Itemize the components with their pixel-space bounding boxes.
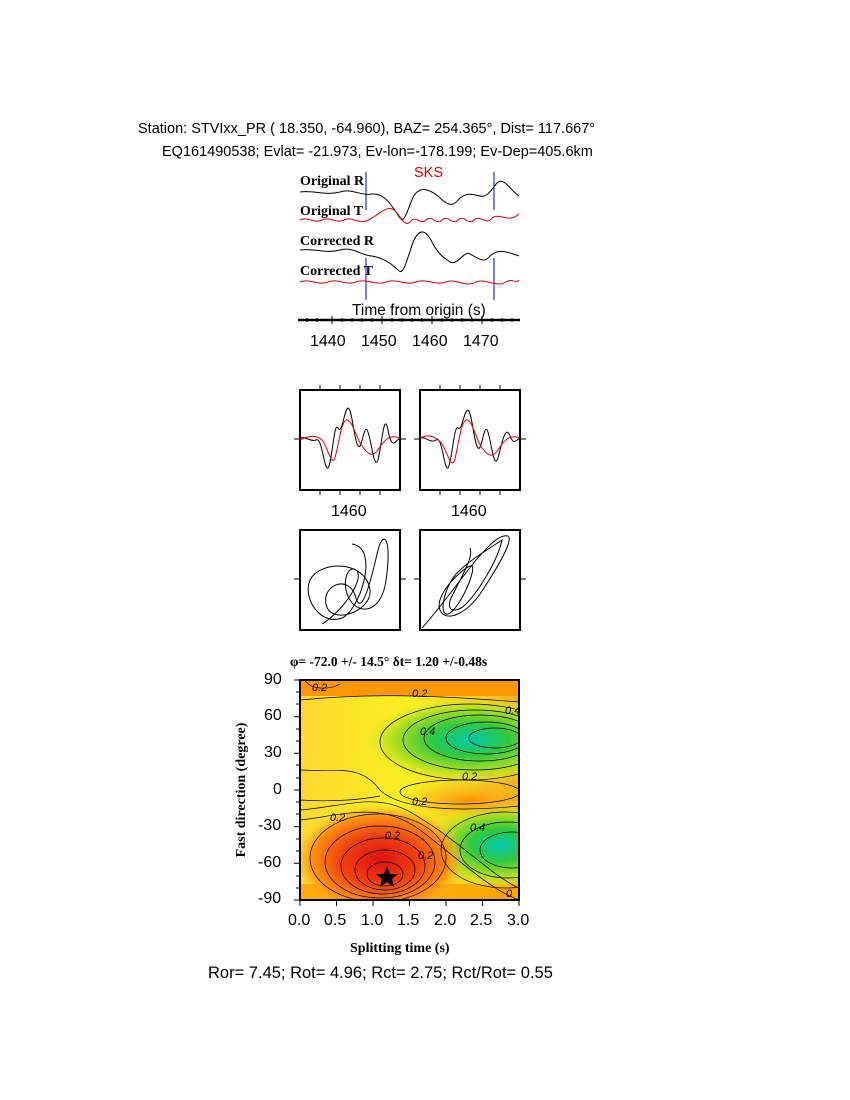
xtick-3.0: 3.0 — [507, 912, 530, 929]
event-info: EQ161490538; Evlat= -21.973, Ev-lon=-178… — [162, 144, 593, 160]
grid-search-ylabel: Fast direction (degree) — [234, 722, 249, 858]
ytick-minus60: -60 — [258, 854, 282, 871]
label-original-t: Original T — [300, 204, 364, 219]
contour-label: 0 — [506, 888, 513, 900]
contour-label: 0.2 — [312, 682, 328, 694]
waveform-left-tick: 1460 — [331, 503, 367, 520]
grid-search-map — [294, 679, 520, 906]
xtick-1.0: 1.0 — [361, 912, 384, 929]
particle-motion-left — [307, 538, 389, 625]
trace-corrected-r — [299, 231, 520, 273]
contour-label: 0.2 — [462, 771, 478, 783]
ytick-30: 30 — [264, 744, 282, 761]
label-original-r: Original R — [300, 174, 365, 189]
ytick-0: 0 — [273, 781, 282, 798]
trace-panel — [298, 172, 520, 324]
particle-panel-right — [414, 529, 526, 631]
contour-label: 0.4 — [420, 726, 436, 738]
ytick-minus30: -30 — [258, 817, 282, 834]
grid-search-title: φ= -72.0 +/- 14.5° δt= 1.20 +/-0.48s — [290, 654, 488, 669]
xtick-2.5: 2.5 — [470, 912, 493, 929]
trace-corrected-t — [299, 279, 520, 285]
contour-label: 0.2 — [385, 830, 401, 842]
contour-label: 0.2 — [418, 850, 434, 862]
xtick-1.5: 1.5 — [397, 912, 420, 929]
waveform-panel-left — [294, 385, 406, 495]
waveform-left-red — [299, 419, 401, 461]
best-fit-star — [376, 866, 398, 887]
footer-ratios: Ror= 7.45; Rot= 4.96; Rct= 2.75; Rct/Rot… — [208, 964, 553, 982]
label-corrected-t: Corrected T — [300, 264, 373, 279]
trace-tick-1460: 1460 — [412, 333, 448, 350]
xtick-0.5: 0.5 — [324, 912, 347, 929]
particle-panel-left — [294, 529, 406, 631]
trace-tick-1450: 1450 — [361, 333, 397, 350]
particle-motion-right — [421, 535, 510, 629]
xtick-2.0: 2.0 — [434, 912, 457, 929]
trace-xlabel: Time from origin (s) — [352, 302, 486, 319]
ytick-minus90: -90 — [258, 890, 282, 907]
waveform-right-red — [419, 419, 521, 464]
contour-label: 0.2 — [412, 688, 428, 700]
contour-label: 0.2 — [412, 796, 428, 808]
trace-tick-1470: 1470 — [463, 333, 499, 350]
contour-label: 0.4 — [505, 705, 521, 717]
ytick-60: 60 — [264, 707, 282, 724]
trace-original-t — [299, 208, 520, 224]
waveform-right-black — [419, 409, 521, 469]
trace-axis-ticks — [306, 316, 513, 324]
waveform-panel-right — [414, 385, 526, 495]
contour-label: 0.4 — [470, 822, 486, 834]
waveform-right-tick: 1460 — [451, 503, 487, 520]
phase-label: SKS — [414, 165, 444, 181]
grid-search-xlabel: Splitting time (s) — [350, 941, 450, 956]
ytick-90: 90 — [264, 671, 282, 688]
trace-tick-1440: 1440 — [310, 333, 346, 350]
contour-label: 0.2 — [330, 812, 346, 824]
station-info: Station: STVIxx_PR ( 18.350, -64.960), B… — [138, 121, 596, 137]
waveform-left-black — [299, 407, 401, 469]
label-corrected-r: Corrected R — [300, 234, 374, 249]
xtick-0.0: 0.0 — [288, 912, 311, 929]
trace-original-r — [299, 180, 520, 221]
